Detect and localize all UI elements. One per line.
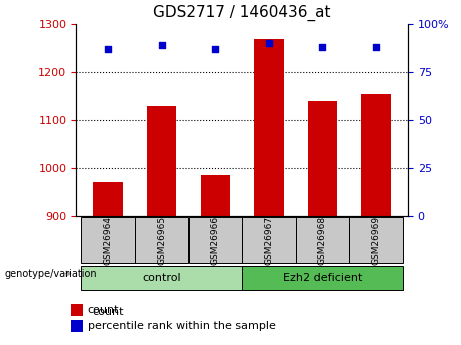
Point (158, 42, 165, 48)
FancyBboxPatch shape (82, 266, 242, 290)
Point (212, 46, 219, 52)
FancyBboxPatch shape (349, 217, 402, 264)
Text: count: count (92, 307, 124, 317)
Text: count: count (88, 305, 119, 315)
FancyBboxPatch shape (242, 266, 402, 290)
Bar (254, 39, 284, 216)
Text: GSM26969: GSM26969 (372, 216, 380, 265)
FancyBboxPatch shape (242, 217, 296, 264)
FancyBboxPatch shape (135, 217, 189, 264)
Text: percentile rank within the sample: percentile rank within the sample (88, 321, 276, 331)
Title: GDS2717 / 1460436_at: GDS2717 / 1460436_at (153, 5, 331, 21)
FancyBboxPatch shape (189, 217, 242, 264)
Point (265, 41, 272, 46)
Bar (71, 320, 83, 332)
Text: control: control (142, 273, 181, 283)
Text: Ezh2 deficient: Ezh2 deficient (283, 273, 362, 283)
Point (105, 46, 112, 52)
Point (372, 45, 379, 50)
Bar (147, 106, 177, 216)
Text: genotype/variation: genotype/variation (5, 269, 97, 279)
Bar (201, 175, 230, 216)
Text: GSM26965: GSM26965 (157, 216, 166, 265)
Bar (361, 93, 390, 216)
Text: GSM26967: GSM26967 (264, 216, 273, 265)
Bar (307, 101, 337, 216)
Text: GSM26968: GSM26968 (318, 216, 327, 265)
FancyBboxPatch shape (296, 217, 349, 264)
Text: GSM26964: GSM26964 (104, 216, 112, 265)
Bar (71, 304, 83, 316)
FancyBboxPatch shape (82, 217, 135, 264)
Point (319, 45, 326, 50)
Bar (94, 182, 123, 216)
Text: GSM26966: GSM26966 (211, 216, 220, 265)
